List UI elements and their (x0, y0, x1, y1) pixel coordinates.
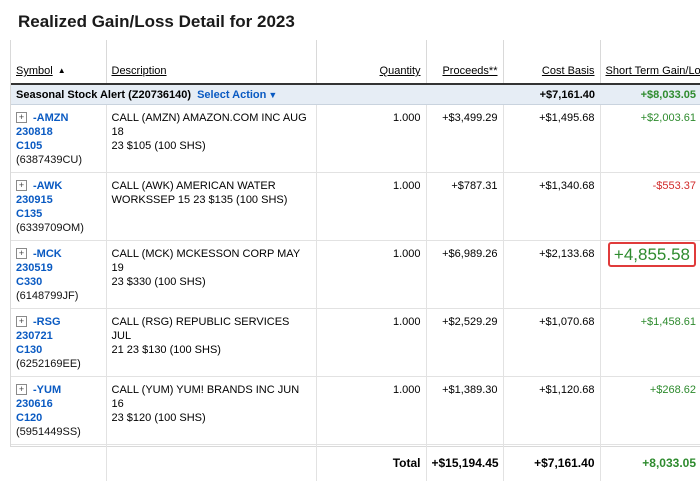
account-number: (6339709OM) (16, 222, 84, 234)
account-number: (5951449SS) (16, 426, 81, 438)
short-term-cell: +4,855.58 (600, 241, 700, 309)
select-action-dropdown[interactable]: Select Action▼ (197, 89, 277, 101)
cost-basis-cell: +$1,340.68 (503, 173, 600, 241)
short-term-cell: -$553.37 (600, 173, 700, 241)
account-cell: Seasonal Stock Alert (Z20736140) Select A… (11, 84, 503, 105)
quantity-cell: 1.000 (316, 105, 426, 173)
cost-basis-cell: +$1,120.68 (503, 377, 600, 445)
expand-icon[interactable]: + (16, 112, 27, 123)
expand-icon[interactable]: + (16, 248, 27, 259)
account-number: (6252169EE) (16, 358, 81, 370)
cost-basis-column-header[interactable]: Cost Basis (503, 40, 600, 84)
account-number: (6387439CU) (16, 154, 82, 166)
short-term-column-header[interactable]: Short Term Gain/Loss (600, 40, 700, 84)
short-term-cell: +$2,003.61 (600, 105, 700, 173)
account-cost-basis: +$7,161.40 (503, 84, 600, 105)
short-term-cell: +$268.62 (600, 377, 700, 445)
quantity-cell: 1.000 (316, 173, 426, 241)
account-number: (6148799JF) (16, 290, 78, 302)
quantity-cell: 1.000 (316, 309, 426, 377)
header-row: Symbol▲ Description Quantity Proceeds** … (11, 40, 700, 84)
expand-icon[interactable]: + (16, 316, 27, 327)
proceeds-cell: +$787.31 (426, 173, 503, 241)
quantity-cell: 1.000 (316, 377, 426, 445)
symbol-column-header[interactable]: Symbol ▲ (11, 40, 106, 84)
expand-icon[interactable]: + (16, 180, 27, 191)
account-name: Seasonal Stock Alert (Z20736140) (16, 89, 191, 101)
highlighted-gain: +4,855.58 (608, 242, 696, 267)
cost-basis-cell: +$2,133.68 (503, 241, 600, 309)
quantity-column-header[interactable]: Quantity (316, 40, 426, 84)
gain-loss-table: Symbol▲ Description Quantity Proceeds** … (10, 40, 700, 447)
proceeds-column-header[interactable]: Proceeds** (426, 40, 503, 84)
sort-ascending-icon[interactable]: ▲ (58, 66, 66, 75)
quantity-cell: 1.000 (316, 241, 426, 309)
select-action-label: Select Action (197, 89, 266, 101)
description-column-header[interactable]: Description (106, 40, 316, 84)
account-short-term: +$8,033.05 (600, 84, 700, 105)
proceeds-cell: +$6,989.26 (426, 241, 503, 309)
account-row: Seasonal Stock Alert (Z20736140) Select A… (11, 84, 700, 105)
short-term-cell: +$1,458.61 (600, 309, 700, 377)
symbol-header-label: Symbol (16, 65, 53, 77)
proceeds-cell: +$3,499.29 (426, 105, 503, 173)
page-title: Realized Gain/Loss Detail for 2023 (18, 12, 295, 32)
cost-basis-cell: +$1,495.68 (503, 105, 600, 173)
expand-icon[interactable]: + (16, 384, 27, 395)
cost-basis-cell: +$1,070.68 (503, 309, 600, 377)
proceeds-cell: +$2,529.29 (426, 309, 503, 377)
proceeds-cell: +$1,389.30 (426, 377, 503, 445)
chevron-down-icon: ▼ (268, 90, 277, 100)
